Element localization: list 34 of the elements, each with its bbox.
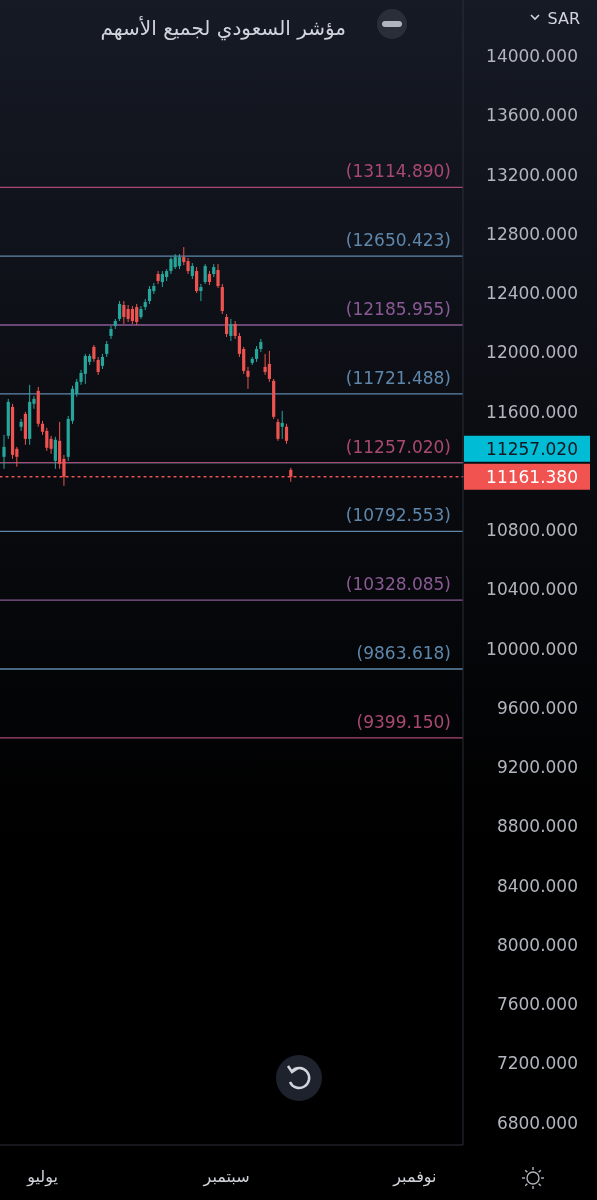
ref-line-label: (10792.553) bbox=[345, 505, 451, 526]
ref-line-label: (11257.020) bbox=[345, 436, 451, 457]
ref-line-label: (11721.488) bbox=[345, 367, 451, 388]
ref-line-label: (9863.618) bbox=[356, 642, 451, 663]
y-tick-label: 14000.000 bbox=[486, 46, 578, 67]
y-axis-title: SAR bbox=[547, 9, 580, 28]
y-tick-label: 8400.000 bbox=[496, 875, 578, 896]
x-tick-label: يوليو bbox=[26, 1167, 58, 1187]
y-tick-label: 8800.000 bbox=[496, 816, 578, 837]
text: مؤشر السعودي لجميع الأسهم bbox=[100, 16, 346, 41]
y-tick-label: 12400.000 bbox=[486, 283, 578, 304]
ref-line-label: (10328.085) bbox=[345, 574, 451, 595]
ref-line-label: (9399.150) bbox=[356, 711, 451, 732]
x-tick-label: نوفمبر bbox=[392, 1167, 437, 1187]
y-tick-label: 11600.000 bbox=[486, 401, 578, 422]
y-tick-label: 13200.000 bbox=[486, 164, 578, 185]
y-tick-label: 12000.000 bbox=[486, 342, 578, 363]
ref-line-label: (12185.955) bbox=[345, 298, 451, 319]
y-tick-label: 7600.000 bbox=[496, 994, 578, 1015]
y-tick-label: 9200.000 bbox=[496, 757, 578, 778]
y-tick-label: 12800.000 bbox=[486, 223, 578, 244]
y-tick-label: 9600.000 bbox=[496, 697, 578, 718]
y-tick-label: 7200.000 bbox=[496, 1053, 578, 1074]
ref-line-label: (13114.890) bbox=[345, 161, 451, 182]
y-tick-label: 6800.000 bbox=[496, 1112, 578, 1133]
x-tick-label: سبتمبر bbox=[202, 1167, 250, 1187]
ref-line-label: (12650.423) bbox=[345, 230, 451, 251]
y-tick-label: 8000.000 bbox=[496, 934, 578, 955]
y-tick-label: 10000.000 bbox=[486, 638, 578, 659]
ref-line-label: 11257.020 bbox=[486, 438, 578, 459]
y-tick-label: 10400.000 bbox=[486, 579, 578, 600]
y-tick-label: 10800.000 bbox=[486, 520, 578, 541]
ref-line-label: 11161.380 bbox=[486, 466, 578, 487]
y-tick-label: 13600.000 bbox=[486, 105, 578, 126]
